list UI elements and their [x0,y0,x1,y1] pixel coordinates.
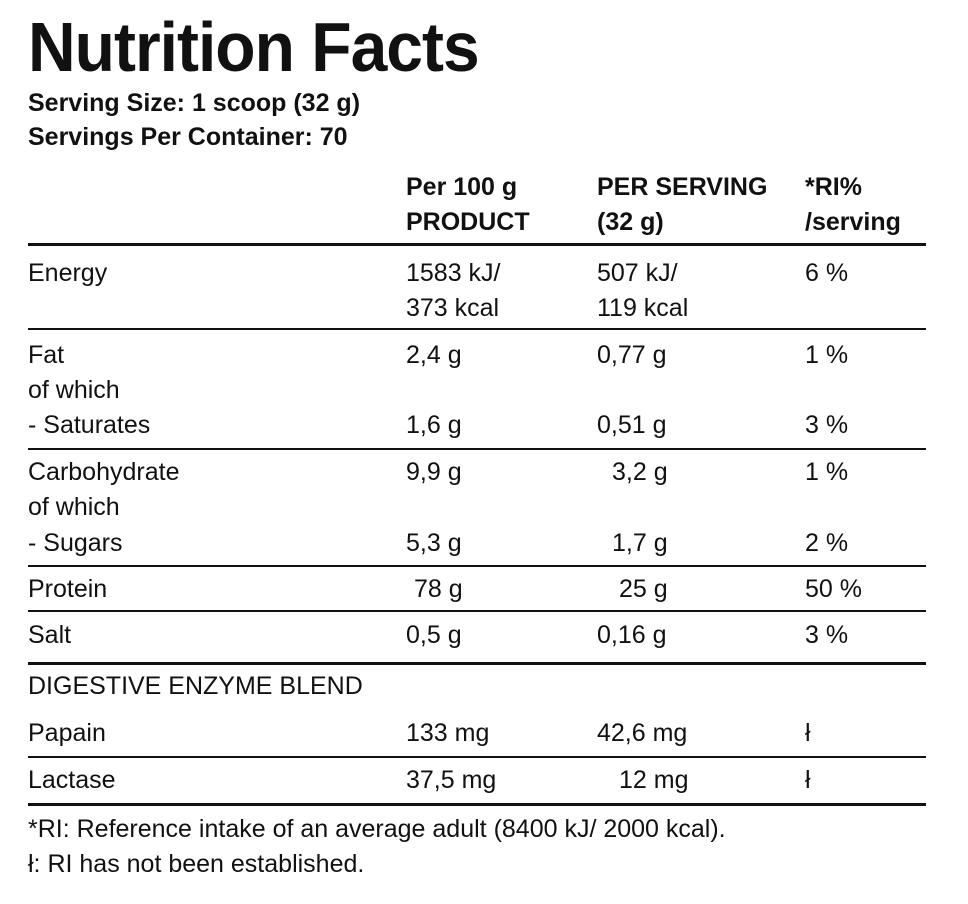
row-name: Salt [28,621,72,649]
row-serving: 0,51 g [597,411,667,439]
row-per100: 78 g [414,575,463,603]
footer-divider [28,803,926,806]
row-divider [28,610,926,612]
col-serving-line1: PER SERVING [597,173,768,201]
row-ri: 3 % [805,411,849,439]
header-divider [28,243,926,246]
label-title: Nutrition Facts [28,8,480,86]
row-per100: 1,6 g [406,411,462,439]
row-per100: 5,3 g [406,529,462,557]
row-serving: 507 kJ/ [597,259,678,287]
row-per100: 37,5 mg [406,766,497,794]
row-name: - Sugars [28,529,123,557]
col-ri-line2: /serving [805,208,901,236]
row-serving: 0,77 g [597,341,667,369]
row-name: Fat [28,341,65,369]
section-divider [28,662,926,665]
row-per100: 1583 kJ/ [406,259,501,287]
row-subheading: of which [28,376,120,404]
row-ri: 1 % [805,458,849,486]
row-divider [28,448,926,450]
row-ri: 1 % [805,341,849,369]
row-ri: 2 % [805,529,849,557]
row-divider [28,565,926,567]
servings-per-container: Servings Per Container: 70 [28,123,348,151]
row-ri: ł [805,766,811,794]
row-divider [28,328,926,330]
row-name: Lactase [28,766,116,794]
row-per100: 133 mg [406,719,490,747]
row-serving: 25 g [619,575,668,603]
row-per100: 0,5 g [406,621,462,649]
col-ri-line1: *RI% [805,173,862,201]
row-name: Energy [28,259,108,287]
col-serving-line2: (32 g) [597,208,664,236]
row-per100: 9,9 g [406,458,462,486]
col-per100-line1: Per 100 g [406,173,518,201]
row-serving: 3,2 g [612,458,668,486]
row-serving: 0,16 g [597,621,667,649]
row-name: Papain [28,719,106,747]
col-per100-line2: PRODUCT [406,208,530,236]
row-serving: 42,6 mg [597,719,688,747]
row-per100-kcal: 373 kcal [406,294,500,322]
row-ri: ł [805,719,811,747]
row-ri: 6 % [805,259,849,287]
row-name: - Saturates [28,411,151,439]
footnote-ri: *RI: Reference intake of an average adul… [28,815,726,843]
row-serving: 12 mg [619,766,689,794]
row-name: Carbohydrate [28,458,180,486]
row-ri: 50 % [805,575,862,603]
serving-size: Serving Size: 1 scoop (32 g) [28,89,361,117]
row-name: Protein [28,575,108,603]
row-ri: 3 % [805,621,849,649]
footnote-not-established: ł: RI has not been established. [28,850,365,878]
row-divider [28,756,926,758]
enzyme-blend-heading: DIGESTIVE ENZYME BLEND [28,672,363,700]
table-header-row: Per 100 g PRODUCT PER SERVING (32 g) *RI… [28,170,926,242]
row-serving: 1,7 g [612,529,668,557]
row-subheading: of which [28,493,120,521]
row-per100: 2,4 g [406,341,462,369]
row-serving-kcal: 119 kcal [597,294,689,322]
footnotes: *RI: Reference intake of an average adul… [28,812,926,882]
nutrition-label-header: Nutrition Facts Serving Size: 1 scoop (3… [28,6,926,154]
